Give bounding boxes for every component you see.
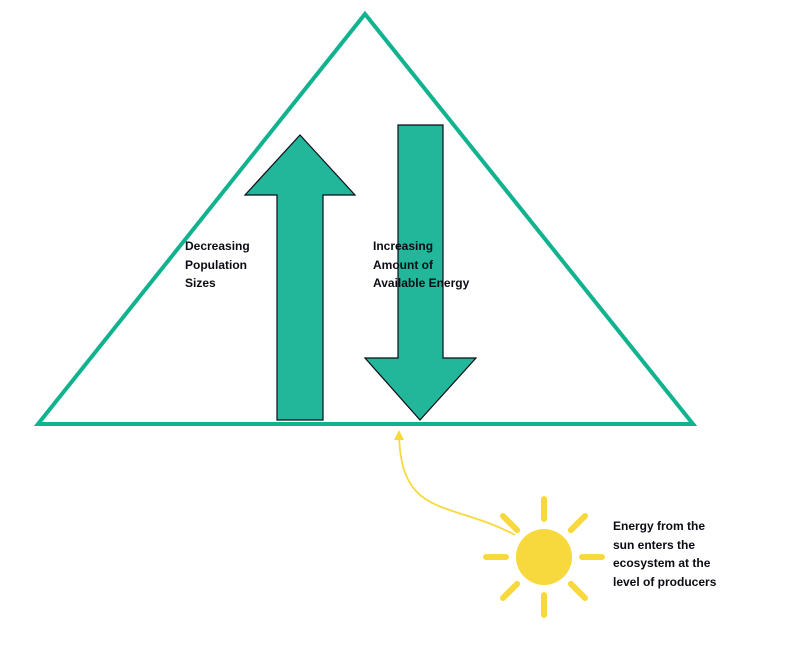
label-line: sun enters the [613, 538, 695, 552]
label-line: level of producers [613, 575, 716, 589]
sun-to-pyramid-arrow [394, 430, 515, 535]
sun-caption: Energy from the sun enters the ecosystem… [613, 517, 716, 591]
increasing-energy-label: Increasing Amount of Available Energy [373, 237, 469, 293]
label-line: Increasing [373, 239, 433, 253]
label-line: Sizes [185, 276, 216, 290]
label-line: ecosystem at the [613, 556, 710, 570]
label-line: Available Energy [373, 276, 469, 290]
label-line: Amount of [373, 258, 433, 272]
sun-icon [486, 499, 602, 615]
label-line: Energy from the [613, 519, 705, 533]
decreasing-population-label: Decreasing Population Sizes [185, 237, 250, 293]
label-line: Decreasing [185, 239, 250, 253]
pyramid-triangle [38, 14, 693, 424]
up-arrow [245, 135, 355, 420]
label-line: Population [185, 258, 247, 272]
